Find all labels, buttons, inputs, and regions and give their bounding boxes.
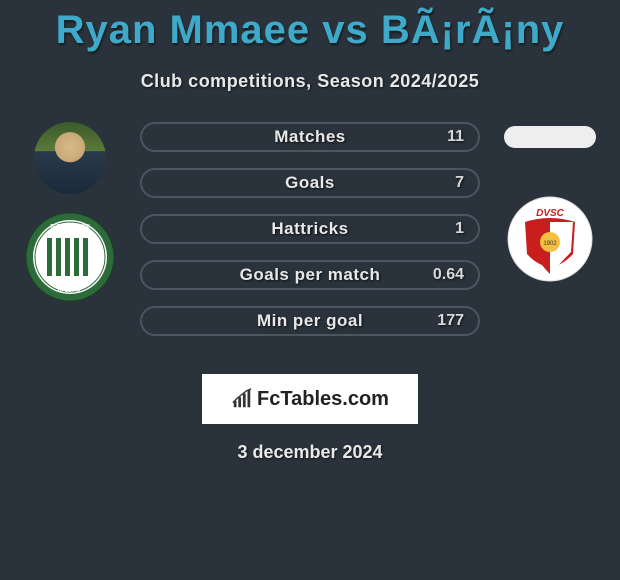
svg-text:BPEST IX.: BPEST IX. xyxy=(58,288,83,294)
stat-value: 1 xyxy=(455,220,464,238)
stat-row-goals: Goals 7 xyxy=(140,168,480,198)
brand-box[interactable]: FcTables.com xyxy=(202,374,418,424)
stat-label: Hattricks xyxy=(271,219,348,239)
stat-row-matches: Matches 11 xyxy=(140,122,480,152)
stat-row-min-per-goal: Min per goal 177 xyxy=(140,306,480,336)
stat-label: Goals xyxy=(285,173,335,193)
stat-label: Goals per match xyxy=(240,265,381,285)
stat-value: 11 xyxy=(447,128,464,146)
brand-text: FcTables.com xyxy=(257,388,389,411)
svg-text:1902: 1902 xyxy=(543,241,557,247)
stat-row-goals-per-match: Goals per match 0.64 xyxy=(140,260,480,290)
comparison-content: FERENCVAROSI BPEST IX. DVSC 1902 Matches… xyxy=(0,122,620,372)
stat-label: Matches xyxy=(274,127,346,147)
date-text: 3 december 2024 xyxy=(0,442,620,463)
stats-bars: Matches 11 Goals 7 Hattricks 1 Goals per… xyxy=(140,122,480,352)
dvsc-text: DVSC xyxy=(536,208,565,219)
player1-avatar xyxy=(34,122,106,194)
player2-club-badge: DVSC 1902 xyxy=(505,194,595,284)
stat-value: 0.64 xyxy=(433,266,464,284)
chart-icon xyxy=(231,388,253,410)
player1-column: FERENCVAROSI BPEST IX. xyxy=(8,122,132,302)
subtitle: Club competitions, Season 2024/2025 xyxy=(0,71,620,92)
stat-row-hattricks: Hattricks 1 xyxy=(140,214,480,244)
svg-text:FERENCVAROSI: FERENCVAROSI xyxy=(50,224,90,230)
stat-value: 177 xyxy=(437,312,464,330)
stat-label: Min per goal xyxy=(257,311,363,331)
player2-avatar xyxy=(504,126,596,148)
player1-club-badge: FERENCVAROSI BPEST IX. xyxy=(25,212,115,302)
page-title: Ryan Mmaee vs BÃ¡rÃ¡ny xyxy=(0,0,620,53)
stat-value: 7 xyxy=(455,174,464,192)
player2-column: DVSC 1902 xyxy=(488,122,612,284)
